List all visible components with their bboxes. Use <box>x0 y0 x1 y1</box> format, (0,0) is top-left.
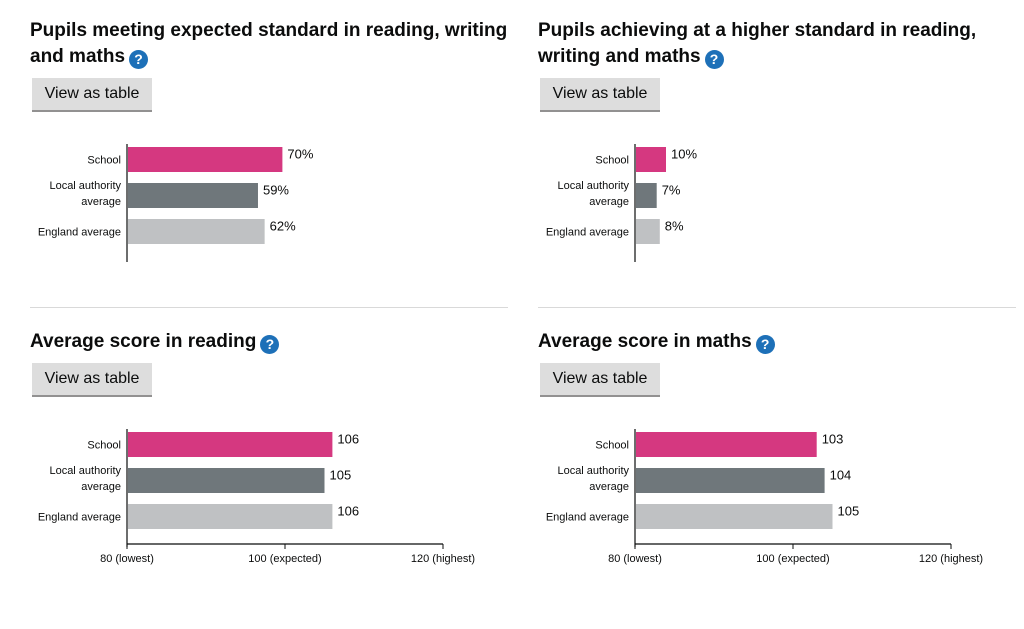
view-as-table-button[interactable]: View as table <box>540 363 660 397</box>
bar-2 <box>636 219 660 244</box>
category-label: School <box>595 440 629 452</box>
panel-title: Pupils achieving at a higher standard in… <box>538 20 977 69</box>
bar-chart: 70% School 59% Local authority average 62% Eng… <box>38 144 314 262</box>
data-label: 8% <box>665 219 684 234</box>
data-label: 59% <box>263 183 289 198</box>
category-label: Local authority <box>49 465 121 477</box>
category-label: School <box>87 155 121 167</box>
bar-1 <box>128 468 325 493</box>
question-circle-icon[interactable]: ? <box>129 50 149 69</box>
bar-2 <box>636 504 833 529</box>
tick-label: 120 (highest) <box>919 553 983 565</box>
bar-2 <box>128 504 333 529</box>
category-label: Local authority <box>49 180 121 192</box>
category-label: average <box>589 481 629 493</box>
section-divider <box>30 307 508 308</box>
question-circle-icon[interactable]: ? <box>755 335 775 354</box>
bar-1 <box>636 468 825 493</box>
data-label: 106 <box>337 504 359 519</box>
bar-1 <box>636 183 657 208</box>
question-circle-icon[interactable]: ? <box>260 335 280 354</box>
bar-chart: 106 School 105 Local authority average 106 Eng… <box>38 429 475 565</box>
bar-0 <box>636 432 817 457</box>
category-label: Local authority <box>557 465 629 477</box>
bar-0 <box>128 432 333 457</box>
panel-title: Average score in reading? <box>30 329 510 355</box>
category-label: Local authority <box>557 180 629 192</box>
panel-higher-standard: Pupils achieving at a higher standard in… <box>538 18 1018 318</box>
data-label: 62% <box>270 219 296 234</box>
category-label: School <box>87 440 121 452</box>
data-label: 70% <box>287 147 313 162</box>
tick-label: 100 (expected) <box>248 553 321 565</box>
bar-0 <box>128 147 283 172</box>
bar-0 <box>636 147 666 172</box>
data-label: 106 <box>337 432 359 447</box>
tick-label: 80 (lowest) <box>100 553 154 565</box>
bar-chart: 10% School 7% Local authority average 8% Engla… <box>546 144 697 262</box>
category-label: average <box>81 196 121 208</box>
category-label: average <box>589 196 629 208</box>
data-label: 104 <box>830 468 852 483</box>
data-label: 103 <box>822 432 844 447</box>
question-circle-icon[interactable]: ? <box>704 50 724 69</box>
tick-label: 100 (expected) <box>756 553 829 565</box>
bar-chart: 103 School 104 Local authority average 105 Eng… <box>546 429 983 565</box>
category-label: average <box>81 481 121 493</box>
category-label: England average <box>546 512 629 524</box>
data-label: 10% <box>671 147 697 162</box>
view-as-table-button[interactable]: View as table <box>32 363 152 397</box>
data-label: 105 <box>838 504 860 519</box>
panel-average-maths: Average score in maths? View as table 10… <box>538 329 1018 629</box>
data-label: 7% <box>662 183 681 198</box>
bar-1 <box>128 183 258 208</box>
tick-label: 80 (lowest) <box>608 553 662 565</box>
view-as-table-button[interactable]: View as table <box>540 78 660 112</box>
bar-2 <box>128 219 265 244</box>
category-label: England average <box>38 512 121 524</box>
panel-average-reading: Average score in reading? View as table … <box>30 329 510 629</box>
section-divider <box>538 307 1016 308</box>
data-label: 105 <box>330 468 352 483</box>
panel-expected-standard: Pupils meeting expected standard in read… <box>30 18 510 318</box>
category-label: England average <box>546 227 629 239</box>
panel-title: Pupils meeting expected standard in read… <box>30 20 508 69</box>
category-label: School <box>595 155 629 167</box>
category-label: England average <box>38 227 121 239</box>
tick-label: 120 (highest) <box>411 553 475 565</box>
view-as-table-button[interactable]: View as table <box>32 78 152 112</box>
panel-title: Average score in maths? <box>538 329 1018 355</box>
